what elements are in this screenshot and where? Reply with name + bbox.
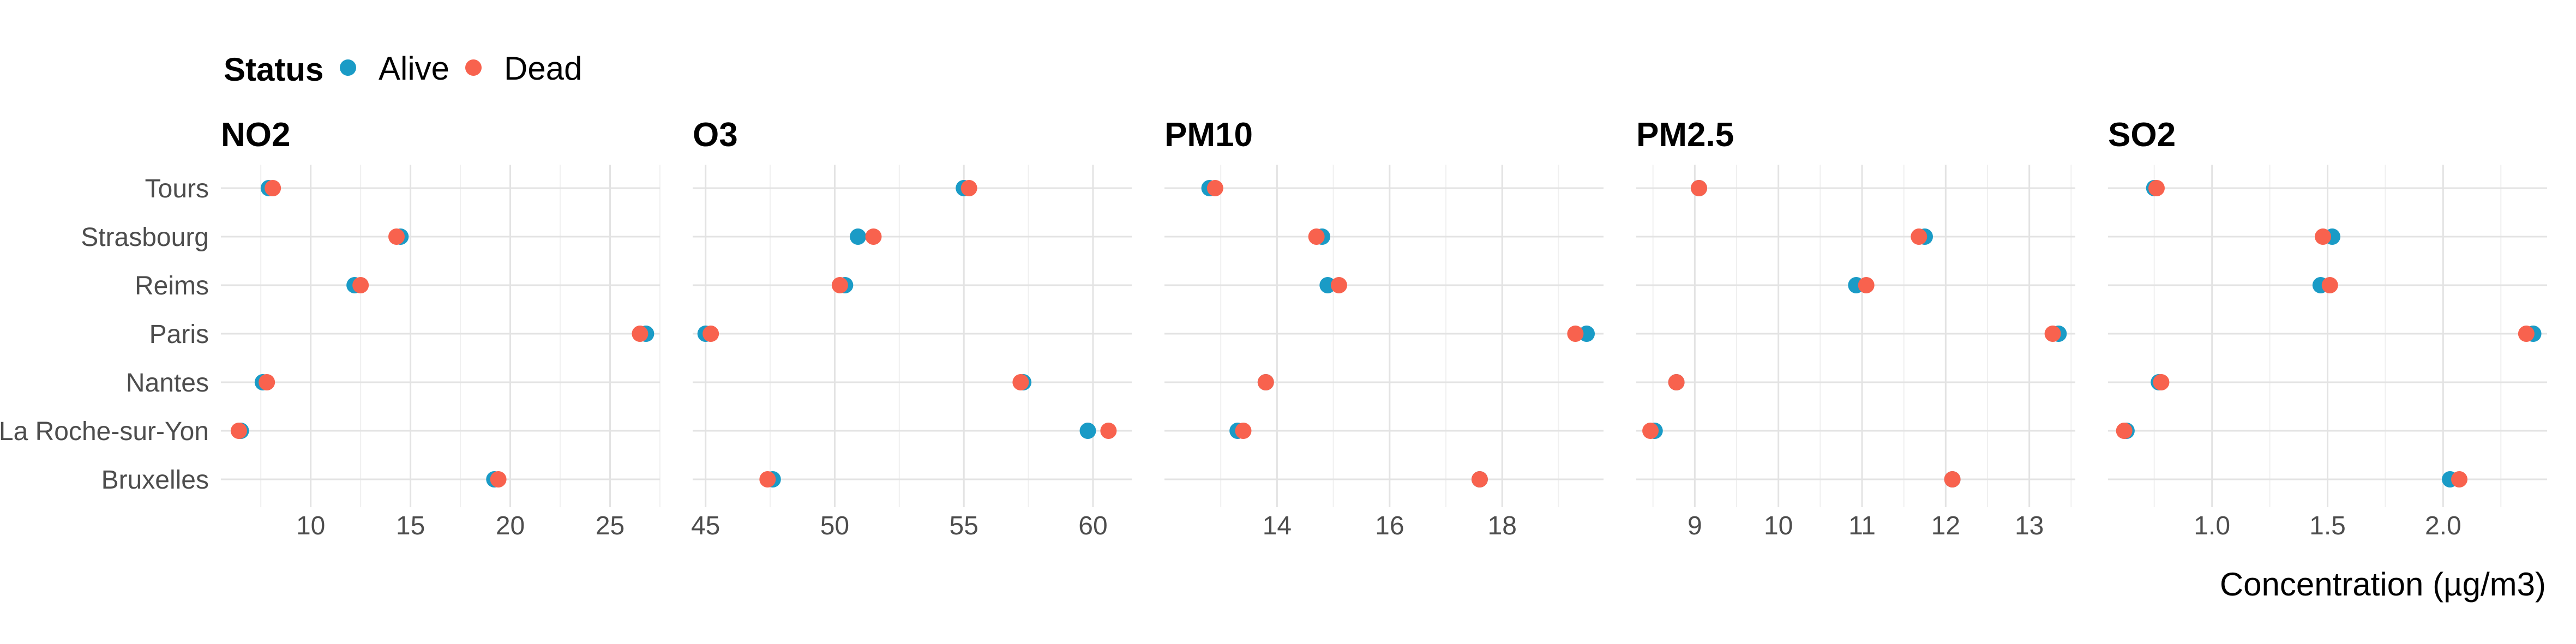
y-tick-label: Tours xyxy=(145,174,209,203)
point-dead xyxy=(865,228,882,245)
point-dead xyxy=(388,228,405,245)
legend-entries: Alive Dead xyxy=(340,50,582,87)
panel-so2: SO2 1.0 1.5 2.0 xyxy=(2108,116,2547,540)
legend-entry-alive: Alive xyxy=(340,50,449,87)
point-dead xyxy=(2321,277,2338,293)
point-dead xyxy=(1257,374,1274,390)
x-tick-label: 14 xyxy=(1263,511,1292,540)
x-tick-label: 11 xyxy=(1848,511,1876,540)
x-tick-label: 20 xyxy=(496,511,525,540)
x-tick-label: 10 xyxy=(296,511,325,540)
point-dead xyxy=(1012,374,1029,390)
point-dead xyxy=(2148,180,2165,196)
point-dead xyxy=(2451,471,2467,487)
x-tick-label: 25 xyxy=(596,511,625,540)
point-dead xyxy=(1858,277,1875,293)
legend-entry-dead: Dead xyxy=(465,50,582,87)
point-alive xyxy=(1319,277,1336,293)
point-dead xyxy=(702,326,719,342)
y-tick-label: Strasbourg xyxy=(81,223,209,252)
point-alive xyxy=(1079,423,1096,439)
legend-title: Status xyxy=(224,51,323,88)
point-dead xyxy=(259,374,275,390)
point-dead xyxy=(2116,423,2133,439)
panel-title-pm10: PM10 xyxy=(1164,116,1253,154)
point-alive xyxy=(1578,326,1595,342)
point-dead xyxy=(1911,228,1928,245)
y-tick-label: Bruxelles xyxy=(101,466,209,495)
panel-pm10: PM10 14 16 18 xyxy=(1164,116,1604,540)
point-dead xyxy=(2153,374,2170,390)
point-dead xyxy=(1330,277,1347,293)
point-dead xyxy=(2315,228,2332,245)
y-tick-label: Nantes xyxy=(126,369,209,398)
x-tick-label: 45 xyxy=(691,511,720,540)
y-tick-label: Reims xyxy=(135,272,209,300)
gridlines-pm25 xyxy=(1636,165,2075,507)
x-tick-label: 55 xyxy=(950,511,978,540)
gridlines-no2 xyxy=(221,165,660,507)
gridlines-pm10 xyxy=(1164,165,1604,507)
point-dead xyxy=(960,180,977,196)
point-dead xyxy=(1100,423,1117,439)
x-tick-label: 13 xyxy=(2015,511,2044,540)
x-axis-title: Concentration (µg/m3) xyxy=(2220,566,2546,603)
legend: Status Alive Dead xyxy=(224,50,582,88)
x-tick-label: 1.5 xyxy=(2309,511,2346,540)
point-dead xyxy=(632,326,648,342)
point-dead xyxy=(1308,228,1325,245)
point-dead xyxy=(352,277,369,293)
x-tick-label: 15 xyxy=(396,511,425,540)
points-o3 xyxy=(697,180,1117,487)
gridlines-so2 xyxy=(2108,165,2547,507)
panel-title-so2: SO2 xyxy=(2108,116,2176,154)
x-tick-label: 10 xyxy=(1764,511,1793,540)
panel-o3: O3 45 50 55 60 xyxy=(691,116,1132,540)
facet-panels: NO2 10 15 20 25 Tours Strasbourg Reims Paris Nant… xyxy=(0,116,2547,540)
panel-title-no2: NO2 xyxy=(221,116,290,154)
legend-label-alive: Alive xyxy=(379,50,449,87)
x-tick-label: 16 xyxy=(1375,511,1404,540)
point-dead xyxy=(1944,471,1961,487)
point-dead xyxy=(230,423,247,439)
x-tick-label: 50 xyxy=(820,511,849,540)
x-tick-label: 1.0 xyxy=(2194,511,2230,540)
point-dead xyxy=(831,277,848,293)
x-tick-label: 12 xyxy=(1931,511,1960,540)
points-pm25 xyxy=(1642,180,2067,487)
point-dead xyxy=(265,180,281,196)
panel-pm25: PM2.5 9 10 11 12 13 xyxy=(1636,116,2075,540)
gridlines-o3 xyxy=(693,165,1132,507)
x-tick-label: 18 xyxy=(1488,511,1517,540)
point-dead xyxy=(1471,471,1488,487)
y-tick-label: Paris xyxy=(149,320,209,349)
panel-no2: NO2 10 15 20 25 Tours Strasbourg Reims Paris Nant… xyxy=(0,116,660,540)
point-dead xyxy=(1691,180,1707,196)
point-dead xyxy=(1668,374,1685,390)
panel-title-o3: O3 xyxy=(693,116,738,154)
panel-title-pm25: PM2.5 xyxy=(1636,116,1734,154)
point-dead xyxy=(2518,326,2535,342)
points-pm10 xyxy=(1201,180,1595,487)
x-tick-label: 9 xyxy=(1688,511,1702,540)
legend-label-dead: Dead xyxy=(504,50,582,87)
point-dead xyxy=(2044,326,2061,342)
point-dead xyxy=(759,471,776,487)
point-alive xyxy=(850,228,867,245)
point-dead xyxy=(1642,423,1659,439)
y-tick-label: La Roche-sur-Yon xyxy=(0,417,209,446)
points-so2 xyxy=(2116,180,2542,487)
points-no2 xyxy=(230,180,654,487)
x-tick-label: 2.0 xyxy=(2425,511,2461,540)
point-dead xyxy=(1567,326,1584,342)
point-dead xyxy=(1206,180,1223,196)
point-dead xyxy=(1235,423,1252,439)
legend-key-dead xyxy=(465,59,482,76)
legend-key-alive xyxy=(340,59,356,76)
x-tick-label: 60 xyxy=(1078,511,1107,540)
point-dead xyxy=(490,471,507,487)
